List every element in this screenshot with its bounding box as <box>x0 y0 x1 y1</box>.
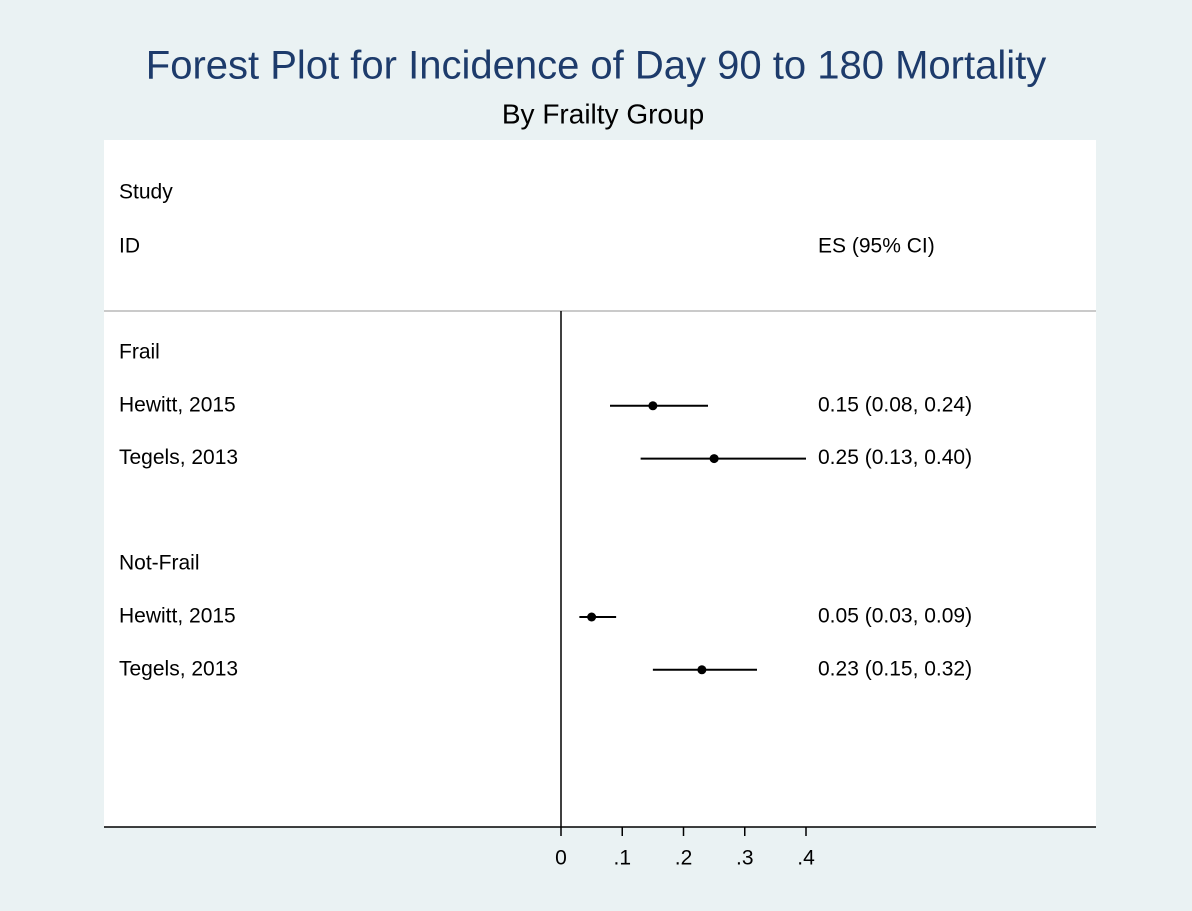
estimate-label: 0.23 (0.15, 0.32) <box>818 657 972 680</box>
column-header: ID <box>119 235 140 258</box>
estimate-label: 0.15 (0.08, 0.24) <box>818 393 972 416</box>
study-label: Hewitt, 2015 <box>119 393 236 416</box>
x-tick-label: 0 <box>555 847 567 870</box>
estimate-label: 0.25 (0.13, 0.40) <box>818 446 972 469</box>
study-label: Tegels, 2013 <box>119 657 238 680</box>
point-estimate <box>709 454 719 464</box>
plot-area <box>104 140 1096 827</box>
x-tick-label: .4 <box>797 847 815 870</box>
point-estimate <box>648 401 658 411</box>
group-label: Not-Frail <box>119 552 200 575</box>
study-label: Hewitt, 2015 <box>119 605 236 628</box>
point-estimate <box>697 665 707 675</box>
group-label: Frail <box>119 341 160 364</box>
point-estimate <box>587 612 597 622</box>
chart-title: Forest Plot for Incidence of Day 90 to 1… <box>146 44 1046 88</box>
x-tick-label: .2 <box>675 847 693 870</box>
x-tick-label: .1 <box>613 847 631 870</box>
column-header: ES (95% CI) <box>818 235 935 258</box>
study-label: Tegels, 2013 <box>119 446 238 469</box>
chart-subtitle: By Frailty Group <box>502 98 704 129</box>
estimate-label: 0.05 (0.03, 0.09) <box>818 605 972 628</box>
x-tick-label: .3 <box>736 847 754 870</box>
column-header: Study <box>119 181 173 204</box>
